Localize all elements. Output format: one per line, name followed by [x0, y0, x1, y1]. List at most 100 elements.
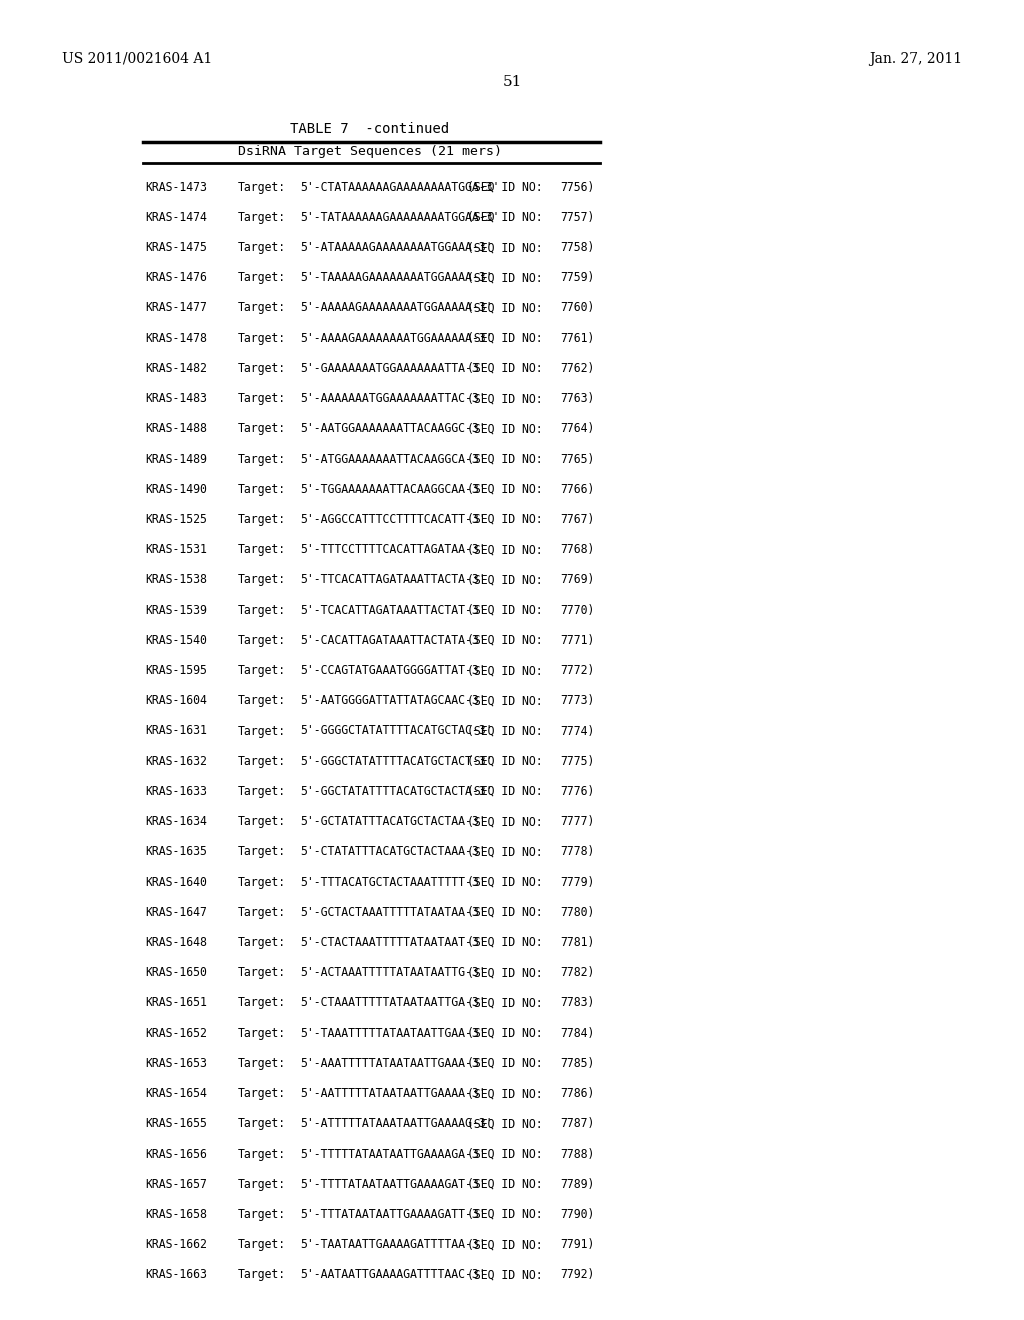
Text: 7763): 7763) [560, 392, 594, 405]
Text: 7758): 7758) [560, 242, 594, 253]
Text: 7765): 7765) [560, 453, 594, 466]
Text: KRAS-1658: KRAS-1658 [145, 1208, 207, 1221]
Text: Target:: Target: [238, 1027, 286, 1040]
Text: (SEQ ID NO:: (SEQ ID NO: [467, 211, 543, 224]
Text: KRAS-1540: KRAS-1540 [145, 634, 207, 647]
Text: 7775): 7775) [560, 755, 594, 768]
Text: 7770): 7770) [560, 603, 594, 616]
Text: (SEQ ID NO:: (SEQ ID NO: [467, 725, 543, 738]
Text: 5'-TAAATTTTTATAATAATTGAA-3': 5'-TAAATTTTTATAATAATTGAA-3' [300, 1027, 485, 1040]
Text: 7778): 7778) [560, 845, 594, 858]
Text: 7768): 7768) [560, 544, 594, 556]
Text: 7787): 7787) [560, 1117, 594, 1130]
Text: 5'-GGGGCTATATTTTACATGCTAC-3': 5'-GGGGCTATATTTTACATGCTAC-3' [300, 725, 493, 738]
Text: Target:: Target: [238, 211, 286, 224]
Text: 7790): 7790) [560, 1208, 594, 1221]
Text: (SEQ ID NO:: (SEQ ID NO: [467, 392, 543, 405]
Text: (SEQ ID NO:: (SEQ ID NO: [467, 422, 543, 436]
Text: KRAS-1475: KRAS-1475 [145, 242, 207, 253]
Text: Target:: Target: [238, 362, 286, 375]
Text: 5'-AAATTTTTATAATAATTGAAA-3': 5'-AAATTTTTATAATAATTGAAA-3' [300, 1057, 485, 1071]
Text: 7786): 7786) [560, 1088, 594, 1100]
Text: Target:: Target: [238, 242, 286, 253]
Text: (SEQ ID NO:: (SEQ ID NO: [467, 845, 543, 858]
Text: 5'-TAAAAAGAAAAAAAATGGAAAA-3': 5'-TAAAAAGAAAAAAAATGGAAAA-3' [300, 271, 493, 284]
Text: 5'-AATTTTTATAATAATTGAAAA-3': 5'-AATTTTTATAATAATTGAAAA-3' [300, 1088, 485, 1100]
Text: KRAS-1474: KRAS-1474 [145, 211, 207, 224]
Text: 5'-GGCTATATTTTACATGCTACTA-3': 5'-GGCTATATTTTACATGCTACTA-3' [300, 785, 493, 797]
Text: KRAS-1482: KRAS-1482 [145, 362, 207, 375]
Text: 5'-TTCACATTAGATAAATTACTA-3': 5'-TTCACATTAGATAAATTACTA-3' [300, 573, 485, 586]
Text: (SEQ ID NO:: (SEQ ID NO: [467, 694, 543, 708]
Text: (SEQ ID NO:: (SEQ ID NO: [467, 634, 543, 647]
Text: 5'-CACATTAGATAAATTACTATA-3': 5'-CACATTAGATAAATTACTATA-3' [300, 634, 485, 647]
Text: KRAS-1632: KRAS-1632 [145, 755, 207, 768]
Text: 7767): 7767) [560, 513, 594, 525]
Text: Target:: Target: [238, 755, 286, 768]
Text: KRAS-1650: KRAS-1650 [145, 966, 207, 979]
Text: 7774): 7774) [560, 725, 594, 738]
Text: (SEQ ID NO:: (SEQ ID NO: [467, 997, 543, 1010]
Text: 7773): 7773) [560, 694, 594, 708]
Text: 5'-GCTACTAAATTTTTATAATAA-3': 5'-GCTACTAAATTTTTATAATAA-3' [300, 906, 485, 919]
Text: 7782): 7782) [560, 966, 594, 979]
Text: 5'-TTTTTATAATAATTGAAAAGA-3': 5'-TTTTTATAATAATTGAAAAGA-3' [300, 1147, 485, 1160]
Text: KRAS-1489: KRAS-1489 [145, 453, 207, 466]
Text: KRAS-1662: KRAS-1662 [145, 1238, 207, 1251]
Text: Target:: Target: [238, 725, 286, 738]
Text: 7772): 7772) [560, 664, 594, 677]
Text: Target:: Target: [238, 845, 286, 858]
Text: 5'-CTACTAAATTTTTATAATAAT-3': 5'-CTACTAAATTTTTATAATAAT-3' [300, 936, 485, 949]
Text: TABLE 7  -continued: TABLE 7 -continued [291, 121, 450, 136]
Text: (SEQ ID NO:: (SEQ ID NO: [467, 816, 543, 828]
Text: 5'-CTAAATTTTTATAATAATTGA-3': 5'-CTAAATTTTTATAATAATTGA-3' [300, 997, 485, 1010]
Text: (SEQ ID NO:: (SEQ ID NO: [467, 453, 543, 466]
Text: KRAS-1595: KRAS-1595 [145, 664, 207, 677]
Text: KRAS-1477: KRAS-1477 [145, 301, 207, 314]
Text: 5'-TTTATAATAATTGAAAAGATT-3': 5'-TTTATAATAATTGAAAAGATT-3' [300, 1208, 485, 1221]
Text: 7764): 7764) [560, 422, 594, 436]
Text: (SEQ ID NO:: (SEQ ID NO: [467, 664, 543, 677]
Text: 5'-AGGCCATTTCCTTTTCACATT-3': 5'-AGGCCATTTCCTTTTCACATT-3' [300, 513, 485, 525]
Text: 5'-CTATATTTACATGCTACTAAA-3': 5'-CTATATTTACATGCTACTAAA-3' [300, 845, 485, 858]
Text: 5'-AAAAAGAAAAAAAATGGAAAAA-3': 5'-AAAAAGAAAAAAAATGGAAAAA-3' [300, 301, 493, 314]
Text: KRAS-1652: KRAS-1652 [145, 1027, 207, 1040]
Text: Target:: Target: [238, 634, 286, 647]
Text: KRAS-1635: KRAS-1635 [145, 845, 207, 858]
Text: (SEQ ID NO:: (SEQ ID NO: [467, 1177, 543, 1191]
Text: Target:: Target: [238, 966, 286, 979]
Text: 5'-AATAATTGAAAAGATTTTAAC-3': 5'-AATAATTGAAAAGATTTTAAC-3' [300, 1269, 485, 1282]
Text: 5'-TTTCCTTTTCACATTAGATAA-3': 5'-TTTCCTTTTCACATTAGATAA-3' [300, 544, 485, 556]
Text: Target:: Target: [238, 1147, 286, 1160]
Text: (SEQ ID NO:: (SEQ ID NO: [467, 906, 543, 919]
Text: 5'-AATGGAAAAAAATTACAAGGC-3': 5'-AATGGAAAAAAATTACAAGGC-3' [300, 422, 485, 436]
Text: KRAS-1531: KRAS-1531 [145, 544, 207, 556]
Text: 5'-TATAAAAAAGAAAAAAAATGGAA-3': 5'-TATAAAAAAGAAAAAAAATGGAA-3' [300, 211, 500, 224]
Text: 5'-TTTACATGCTACTAAATTTTT-3': 5'-TTTACATGCTACTAAATTTTT-3' [300, 875, 485, 888]
Text: Target:: Target: [238, 422, 286, 436]
Text: (SEQ ID NO:: (SEQ ID NO: [467, 875, 543, 888]
Text: Target:: Target: [238, 1269, 286, 1282]
Text: KRAS-1634: KRAS-1634 [145, 816, 207, 828]
Text: 7785): 7785) [560, 1057, 594, 1071]
Text: Target:: Target: [238, 785, 286, 797]
Text: (SEQ ID NO:: (SEQ ID NO: [467, 1057, 543, 1071]
Text: (SEQ ID NO:: (SEQ ID NO: [467, 755, 543, 768]
Text: 7757): 7757) [560, 211, 594, 224]
Text: 5'-TGGAAAAAAATTACAAGGCAA-3': 5'-TGGAAAAAAATTACAAGGCAA-3' [300, 483, 485, 496]
Text: Target:: Target: [238, 1238, 286, 1251]
Text: 7759): 7759) [560, 271, 594, 284]
Text: KRAS-1663: KRAS-1663 [145, 1269, 207, 1282]
Text: 7792): 7792) [560, 1269, 594, 1282]
Text: 5'-ATGGAAAAAAATTACAAGGCA-3': 5'-ATGGAAAAAAATTACAAGGCA-3' [300, 453, 485, 466]
Text: 5'-AAAAAAATGGAAAAAAATTAC-3': 5'-AAAAAAATGGAAAAAAATTAC-3' [300, 392, 485, 405]
Text: (SEQ ID NO:: (SEQ ID NO: [467, 544, 543, 556]
Text: 7791): 7791) [560, 1238, 594, 1251]
Text: 7783): 7783) [560, 997, 594, 1010]
Text: (SEQ ID NO:: (SEQ ID NO: [467, 966, 543, 979]
Text: 5'-GAAAAAAATGGAAAAAAATTA-3': 5'-GAAAAAAATGGAAAAAAATTA-3' [300, 362, 485, 375]
Text: Target:: Target: [238, 271, 286, 284]
Text: KRAS-1488: KRAS-1488 [145, 422, 207, 436]
Text: Target:: Target: [238, 875, 286, 888]
Text: (SEQ ID NO:: (SEQ ID NO: [467, 1117, 543, 1130]
